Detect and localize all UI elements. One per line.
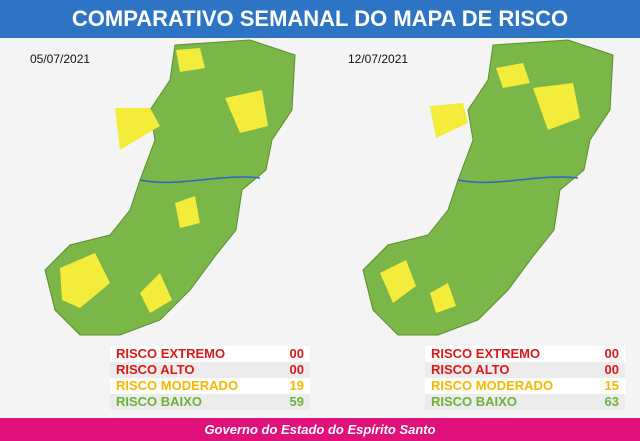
risk-table: RISCO EXTREMO 00 RISCO ALTO 00 RISCO MODERAD… <box>425 346 625 410</box>
date: 05/07/2021 <box>30 52 91 66</box>
risk-label: RISCO EXTREMO <box>116 346 226 361</box>
risk-value: 00 <box>604 346 619 361</box>
risk-row: RISCO EXTREMO 00 <box>110 346 310 362</box>
risk-label: RISCO BAIXO <box>431 394 517 409</box>
risk-label: RISCO ALTO <box>431 362 510 377</box>
risk-label: RISCO EXTREMO <box>431 346 541 361</box>
risk-value: 59 <box>289 394 304 409</box>
risk-label: RISCO MODERADO <box>116 378 239 393</box>
risk-value: 00 <box>289 346 304 361</box>
risk-label: RISCO MODERADO <box>431 378 554 393</box>
risk-value: 00 <box>289 362 304 377</box>
risk-label: RISCO BAIXO <box>116 394 202 409</box>
date: 12/07/2021 <box>348 52 409 66</box>
map-left <box>44 39 296 336</box>
risk-row: RISCO ALTO 00 <box>110 362 310 378</box>
risk-value: 63 <box>604 394 619 409</box>
risk-row: RISCO ALTO 00 <box>425 362 625 378</box>
risk-table: RISCO EXTREMO 00 RISCO ALTO 00 RISCO MODERAD… <box>110 346 310 410</box>
risk-row: RISCO MODERADO 15 <box>425 378 625 394</box>
risk-row: RISCO BAIXO 63 <box>425 394 625 410</box>
risk-value: 19 <box>289 378 304 393</box>
risk-row: RISCO EXTREMO 00 <box>425 346 625 362</box>
risk-row: RISCO MODERADO 19 <box>110 378 310 394</box>
header-title: COMPARATIVO SEMANAL DO MAPA DE RISCO <box>0 0 640 38</box>
maps <box>44 39 614 336</box>
map-right <box>362 39 614 336</box>
risk-value: 00 <box>604 362 619 377</box>
footer-text: Governo do Estado do Espírito Santo <box>0 418 640 441</box>
risk-value: 15 <box>604 378 619 393</box>
risk-row: RISCO BAIXO 59 <box>110 394 310 410</box>
risk-label: RISCO ALTO <box>116 362 195 377</box>
